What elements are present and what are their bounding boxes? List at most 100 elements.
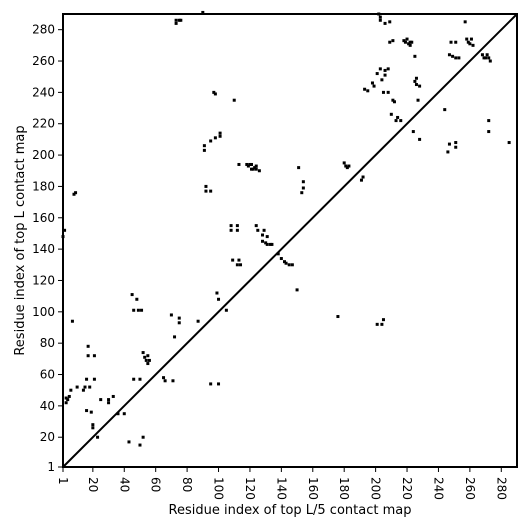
contact-point bbox=[229, 228, 233, 232]
contact-point bbox=[138, 377, 142, 381]
contact-point bbox=[463, 20, 467, 24]
y-tick-label: 60 bbox=[40, 368, 55, 382]
contact-point bbox=[372, 84, 376, 88]
contact-point bbox=[347, 164, 351, 168]
contact-point bbox=[174, 18, 178, 22]
x-tick-label: 60 bbox=[149, 477, 163, 492]
contact-point bbox=[270, 242, 274, 246]
contact-point bbox=[466, 40, 470, 44]
contact-point bbox=[396, 115, 400, 119]
contact-point bbox=[132, 308, 136, 312]
contact-point bbox=[75, 385, 79, 389]
contact-point bbox=[402, 39, 406, 43]
contact-point bbox=[213, 136, 217, 140]
contact-point bbox=[418, 84, 422, 88]
contact-point bbox=[300, 191, 304, 195]
contact-point bbox=[276, 252, 280, 256]
contact-point bbox=[488, 59, 492, 63]
contact-point bbox=[381, 318, 385, 322]
contact-point bbox=[232, 98, 236, 102]
contact-point bbox=[394, 119, 398, 123]
contact-point bbox=[468, 42, 472, 46]
contact-point bbox=[487, 56, 491, 60]
x-tick-label: 40 bbox=[117, 477, 131, 492]
contact-point bbox=[361, 175, 365, 179]
contact-point bbox=[107, 401, 111, 405]
plot-frame bbox=[62, 13, 518, 468]
y-tick-label: 1 bbox=[47, 460, 55, 474]
contact-point bbox=[336, 315, 340, 319]
contact-point bbox=[399, 119, 403, 123]
contact-point bbox=[389, 112, 393, 116]
contact-point bbox=[388, 20, 392, 24]
contact-point bbox=[179, 18, 183, 22]
contact-point bbox=[391, 98, 395, 102]
contact-point bbox=[446, 150, 450, 154]
contact-point bbox=[250, 162, 254, 166]
contact-points bbox=[61, 10, 511, 447]
contact-point bbox=[141, 435, 145, 439]
contact-point bbox=[297, 166, 301, 170]
contact-point bbox=[122, 412, 126, 416]
contact-point bbox=[447, 53, 451, 57]
contact-point bbox=[403, 40, 407, 44]
contact-point bbox=[63, 228, 67, 232]
contact-point bbox=[388, 40, 392, 44]
contact-point bbox=[235, 263, 239, 267]
contact-point bbox=[239, 263, 243, 267]
contact-point bbox=[88, 385, 92, 389]
contact-point bbox=[111, 394, 115, 398]
y-tick-label: 260 bbox=[32, 54, 55, 68]
contact-point bbox=[392, 100, 396, 104]
contact-point bbox=[284, 261, 288, 265]
contact-point bbox=[380, 322, 384, 326]
y-tick-label: 160 bbox=[32, 211, 55, 225]
contact-point bbox=[265, 235, 269, 239]
y-tick-label: 40 bbox=[40, 399, 55, 413]
contact-point bbox=[245, 162, 249, 166]
contact-point bbox=[146, 354, 150, 358]
contact-point bbox=[177, 18, 181, 22]
contact-point bbox=[127, 440, 131, 444]
contact-point bbox=[204, 184, 208, 188]
contact-point bbox=[378, 15, 382, 19]
contact-point bbox=[231, 258, 235, 262]
contact-point bbox=[99, 398, 103, 402]
contact-point bbox=[449, 40, 453, 44]
contact-point bbox=[173, 335, 177, 339]
contact-point bbox=[378, 18, 382, 22]
contact-point bbox=[482, 56, 486, 60]
contact-point bbox=[301, 180, 305, 184]
contact-point bbox=[169, 313, 173, 317]
contact-point bbox=[64, 401, 68, 405]
contact-point bbox=[147, 358, 151, 362]
contact-point bbox=[301, 186, 305, 190]
contact-point bbox=[130, 293, 134, 297]
contact-point bbox=[81, 388, 85, 392]
contact-point bbox=[72, 192, 76, 196]
contact-point bbox=[202, 144, 206, 148]
contact-point bbox=[411, 130, 415, 134]
contact-point bbox=[375, 322, 379, 326]
contact-point bbox=[66, 398, 70, 402]
contact-point bbox=[262, 228, 266, 232]
contact-point bbox=[487, 130, 491, 134]
contact-point bbox=[279, 257, 283, 261]
contact-point bbox=[85, 409, 89, 413]
contact-point bbox=[237, 258, 241, 262]
contact-point bbox=[246, 164, 250, 168]
contact-point bbox=[487, 119, 491, 123]
contact-point bbox=[83, 385, 87, 389]
contact-point bbox=[67, 394, 71, 398]
contact-point bbox=[215, 291, 219, 295]
y-tick-label: 200 bbox=[32, 148, 55, 162]
contact-point bbox=[295, 288, 299, 292]
contact-point bbox=[202, 148, 206, 152]
x-tick-label: 140 bbox=[274, 477, 288, 500]
contact-point bbox=[443, 108, 447, 112]
x-tick-label: 200 bbox=[369, 477, 383, 500]
y-tick-label: 240 bbox=[32, 85, 55, 99]
contact-point bbox=[454, 40, 458, 44]
y-tick-label: 140 bbox=[32, 242, 55, 256]
contact-point bbox=[96, 435, 100, 439]
